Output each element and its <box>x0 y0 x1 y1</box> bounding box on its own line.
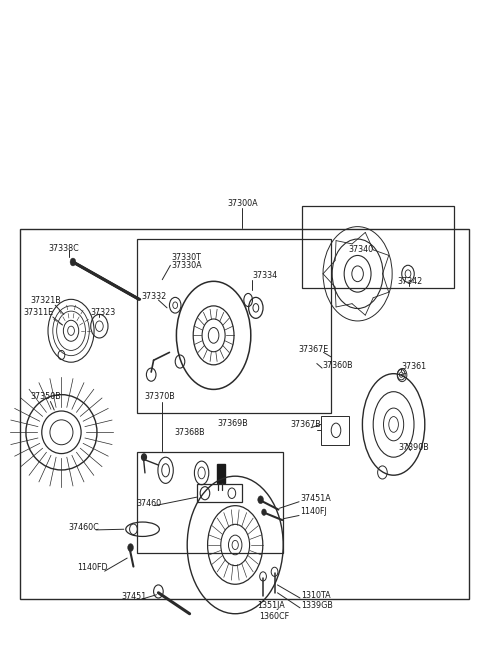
Text: 37300A: 37300A <box>227 198 258 208</box>
Text: 1140FJ: 1140FJ <box>300 507 327 516</box>
Text: 1351JA: 1351JA <box>257 601 285 610</box>
Text: 1339GB: 1339GB <box>301 601 333 610</box>
Text: 37361: 37361 <box>401 362 426 371</box>
Text: 37311E: 37311E <box>23 308 53 317</box>
Bar <box>197 484 242 502</box>
Bar <box>302 206 454 288</box>
Bar <box>321 416 349 445</box>
Text: 37350B: 37350B <box>30 392 61 401</box>
Text: 37451: 37451 <box>122 592 147 601</box>
Text: 37460C: 37460C <box>68 523 99 532</box>
Circle shape <box>70 258 76 266</box>
Bar <box>217 464 225 483</box>
Text: 37340: 37340 <box>348 245 373 254</box>
Text: 37330A: 37330A <box>172 261 203 270</box>
Text: 1310TA: 1310TA <box>301 591 331 600</box>
Text: 37342: 37342 <box>397 277 422 286</box>
Bar <box>137 452 283 553</box>
Text: 37334: 37334 <box>252 271 277 280</box>
Text: 37332: 37332 <box>142 292 167 301</box>
Circle shape <box>262 509 266 515</box>
Circle shape <box>142 454 146 460</box>
Text: 37451A: 37451A <box>300 494 331 503</box>
Text: 37323: 37323 <box>90 308 116 317</box>
Text: 37369B: 37369B <box>217 419 248 428</box>
Text: 37367E: 37367E <box>298 345 328 354</box>
Bar <box>137 239 331 413</box>
Text: 37338C: 37338C <box>48 244 79 253</box>
Text: 37368B: 37368B <box>174 428 205 437</box>
Circle shape <box>258 496 264 504</box>
Text: 37367B: 37367B <box>290 420 321 429</box>
Circle shape <box>128 544 133 552</box>
Text: 37360B: 37360B <box>323 361 353 370</box>
Bar <box>20 229 469 599</box>
Text: 1360CF: 1360CF <box>260 612 289 621</box>
Text: 1140FD: 1140FD <box>77 563 108 572</box>
Text: 37330T: 37330T <box>172 253 202 262</box>
Text: 37460: 37460 <box>137 498 162 508</box>
Text: 37370B: 37370B <box>144 392 175 401</box>
Text: 37390B: 37390B <box>398 443 429 452</box>
Text: 37321B: 37321B <box>30 295 61 305</box>
